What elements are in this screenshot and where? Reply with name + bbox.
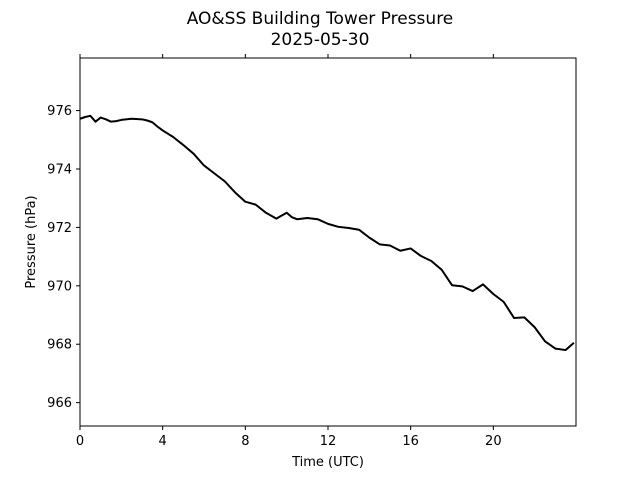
y-tick-label: 966 [47, 396, 72, 411]
plot-frame [79, 57, 577, 427]
x-tick-label: 8 [241, 434, 249, 449]
y-axis-label: Pressure (hPa) [24, 195, 39, 288]
chart-title: AO&SS Building Tower Pressure [187, 9, 454, 29]
x-axis-label: Time (UTC) [291, 455, 364, 470]
x-tick-label: 4 [159, 434, 167, 449]
y-axis: 966 968 970 972 974 976 [47, 104, 80, 411]
y-tick-label: 970 [47, 279, 72, 294]
x-tick-label: 16 [402, 434, 419, 449]
x-tick-label: 0 [76, 434, 84, 449]
x-tick-label: 12 [320, 434, 337, 449]
chart-subtitle: 2025-05-30 [271, 30, 370, 50]
y-tick-label: 974 [47, 162, 72, 177]
pressure-series-line [79, 114, 575, 352]
x-tick-label: 20 [485, 434, 502, 449]
y-tick-label: 968 [47, 338, 72, 353]
series-layer [79, 114, 575, 352]
plot-area [79, 57, 577, 427]
y-tick-label: 976 [47, 104, 72, 119]
y-tick-label: 972 [47, 221, 72, 236]
x-axis: 0 4 8 12 16 20 [76, 54, 502, 449]
